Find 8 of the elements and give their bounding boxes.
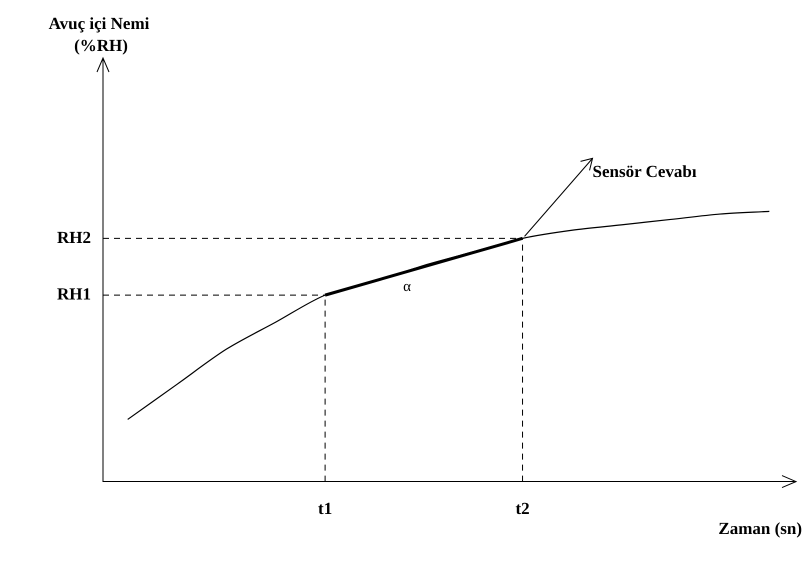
text: Avuç içi Nemi (%RH) [48,14,150,55]
ref-line-label: RH2 [57,228,91,247]
annotation: α [403,279,412,296]
ref-line-label: RH1 [57,284,91,304]
x-tick-label: t1 [318,499,332,518]
x-axis-title: Zaman (sn) [718,518,802,538]
annotation: Sensör Cevabı [592,162,697,181]
x-tick-label: t2 [515,499,530,518]
